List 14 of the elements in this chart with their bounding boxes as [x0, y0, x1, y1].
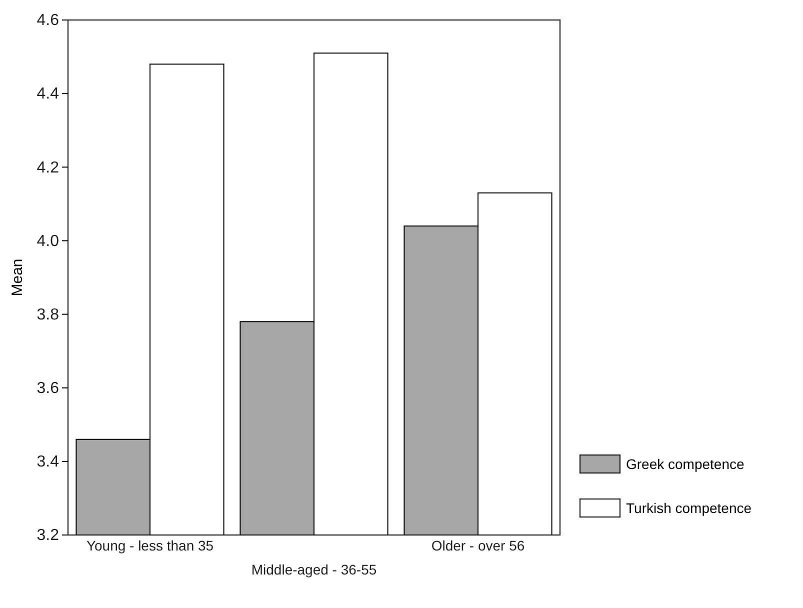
y-axis-title: Mean: [9, 258, 26, 296]
x-tick-label: Middle-aged - 36-55: [251, 561, 377, 578]
y-tick-label: 4.6: [36, 12, 60, 30]
y-tick-label: 4.4: [36, 86, 60, 103]
y-tick-label: 3.4: [36, 454, 60, 471]
y-tick-label: 3.6: [36, 380, 60, 397]
legend-label: Turkish competence: [626, 500, 752, 516]
y-tick-label: 3.2: [36, 527, 60, 544]
legend-label: Greek competence: [626, 456, 744, 472]
x-tick-label: Older - over 56: [431, 538, 525, 554]
y-tick-label: 3.8: [36, 306, 60, 324]
x-tick-label: Young - less than 35: [86, 538, 214, 554]
y-tick-label: 4.0: [36, 232, 60, 250]
y-tick-label: 4.2: [36, 159, 60, 176]
